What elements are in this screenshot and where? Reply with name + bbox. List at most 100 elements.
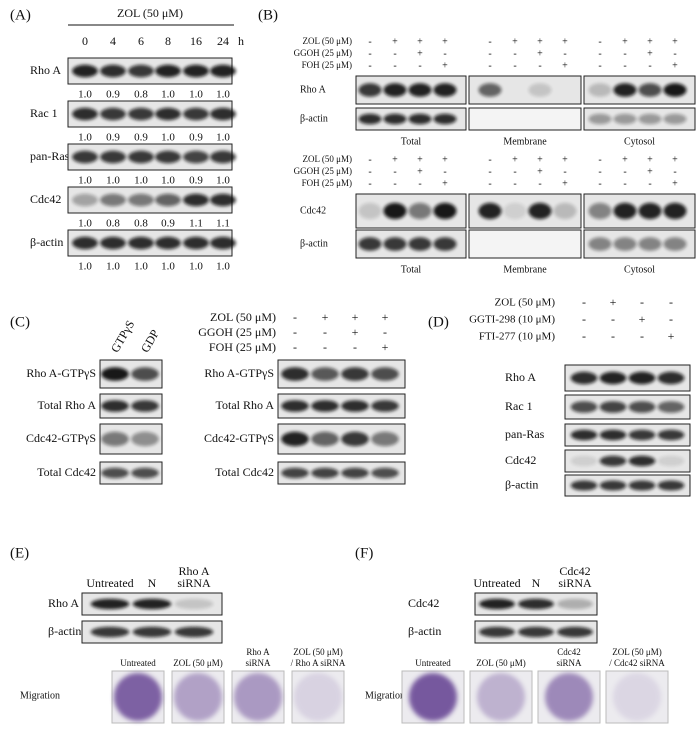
band [383,202,407,220]
timepoint: 6 [138,34,144,48]
band [72,64,98,78]
band [311,431,339,447]
band [128,236,154,250]
migration-well [545,673,593,721]
sign: - [323,325,327,339]
sign: - [598,60,601,71]
sign: - [623,60,626,71]
band [311,367,339,381]
blot [564,423,691,447]
treatment-label: FTI-277 (10 μM) [479,331,556,343]
row-label: β-actin [300,238,328,249]
sign: + [392,36,398,47]
quantification: 1.0 [216,132,230,144]
sign: - [669,295,673,309]
image-label: Rho A [246,647,270,657]
band [155,193,181,207]
band [518,626,554,638]
quantification: 1.0 [189,261,203,273]
blot [468,229,582,259]
band [570,480,598,491]
image-label: siRNA [245,658,271,668]
band [638,202,662,220]
band [358,202,382,220]
sign: + [382,310,389,324]
band [128,193,154,207]
panel-label: (D) [428,314,449,330]
band [281,467,309,479]
sign: + [562,154,568,165]
sign: + [639,312,646,326]
band [358,83,382,97]
quantification: 1.0 [106,261,120,273]
quantification: 1.0 [189,89,203,101]
quantification: 0.9 [161,218,175,230]
band [281,400,309,412]
sign: - [368,36,371,47]
sign: - [488,48,491,59]
sign: - [443,166,446,177]
quantification: 0.9 [134,132,148,144]
quantification: 0.8 [134,218,148,230]
sign: - [582,312,586,326]
band [383,83,407,97]
lane-label: Untreated [86,576,133,590]
sign: + [322,310,329,324]
quantification: 1.0 [161,175,175,187]
blot [99,461,163,485]
band [528,83,552,97]
sign: + [672,36,678,47]
band [479,626,515,638]
band [155,107,181,121]
sign: - [563,48,566,59]
quantification: 1.0 [78,89,92,101]
sign: + [622,154,628,165]
band [588,113,612,125]
band [588,202,612,220]
band [100,150,126,164]
row-label: β-actin [408,624,441,638]
band [570,401,598,413]
sign: - [383,325,387,339]
row-label: Cdc42 [30,192,61,206]
band [408,113,432,125]
sign: + [668,329,675,343]
treatment-label: ZOL (50 μM) [303,36,352,46]
sign: + [562,178,568,189]
band [311,467,339,479]
fraction-label: Cytosol [624,136,655,147]
band [155,236,181,250]
band [100,236,126,250]
quantification: 1.0 [216,89,230,101]
sign: - [418,178,421,189]
treatment-label: GGTI-298 (10 μM) [469,314,555,326]
treatment-label: GGOH (25 μM) [294,166,352,176]
band [371,367,399,381]
sign: - [293,310,297,324]
quantification: 1.1 [216,218,230,230]
band [553,202,577,220]
band [628,480,656,491]
band [72,150,98,164]
sign: - [640,295,644,309]
band [433,237,457,251]
band [341,431,369,447]
image-label: Cdc42 [557,647,581,657]
band [657,429,685,441]
band [588,237,612,251]
fraction-label: Membrane [503,136,547,147]
lane-label: Cdc42 [559,564,590,578]
blot [564,449,691,473]
band [128,107,154,121]
row-label: pan-Ras [30,149,70,163]
band [478,83,502,97]
migration-well [234,673,282,721]
migration-well [613,673,661,721]
image-label: Untreated [120,658,156,668]
band [638,83,662,97]
sign: + [442,36,448,47]
row-label: Rho A-GTPγS [26,366,96,380]
sign: + [512,36,518,47]
band [132,626,172,638]
quantification: 1.0 [134,261,148,273]
